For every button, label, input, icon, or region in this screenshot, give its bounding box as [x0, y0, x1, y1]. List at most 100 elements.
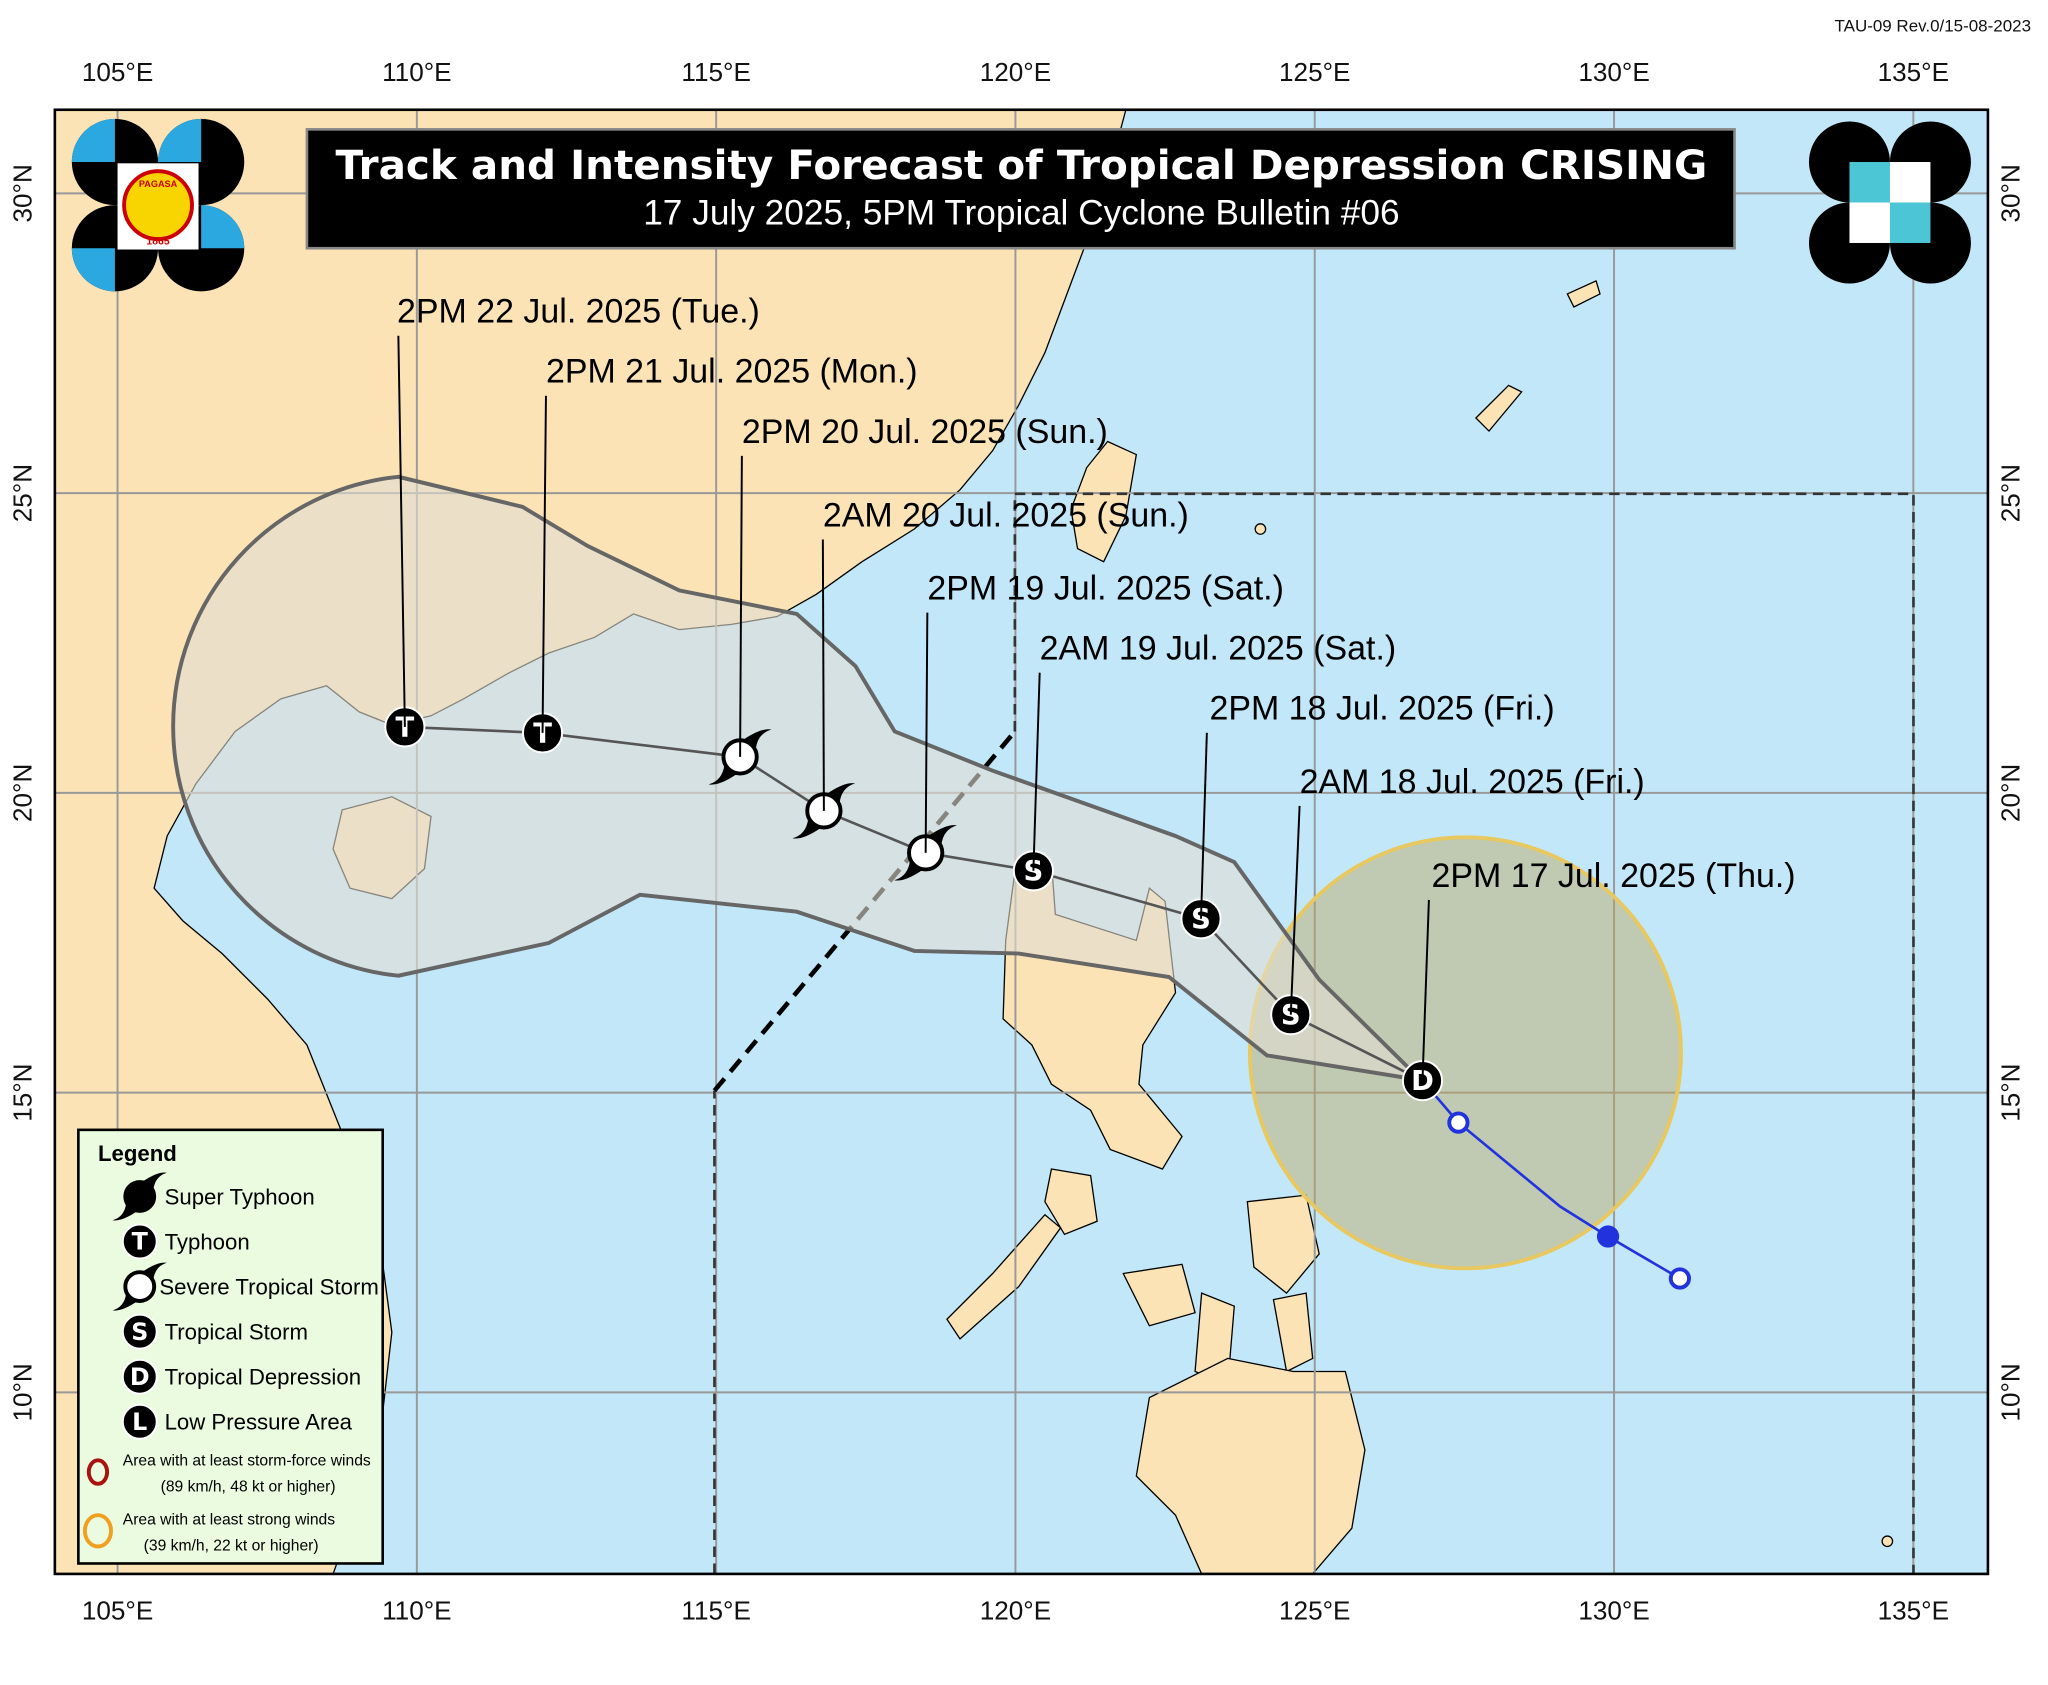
lon-label: 110°E — [382, 57, 451, 87]
lon-label: 115°E — [681, 1596, 750, 1626]
legend-area-item: Area with at least storm-force winds (89 … — [86, 1453, 371, 1496]
legend-item: S Tropical Storm — [121, 1313, 308, 1350]
forecast-time-label: 2AM 18 Jul. 2025 (Fri.) — [1300, 763, 1645, 801]
lat-label: 10°N — [1995, 1363, 2025, 1421]
lat-label: 20°N — [1995, 764, 2025, 822]
lat-label: 30°N — [1995, 164, 2025, 222]
lat-label: 30°N — [7, 164, 37, 222]
past-track — [1421, 1079, 1691, 1290]
area-ring-icon — [82, 1513, 113, 1549]
lat-label: 25°N — [7, 464, 37, 522]
taiwan-island — [1070, 440, 1138, 563]
samar-island — [1246, 1194, 1320, 1295]
symbol-letter: D — [130, 1363, 150, 1391]
lat-label: 25°N — [1995, 464, 2025, 522]
legend-label: Tropical Storm — [165, 1319, 308, 1344]
forecast-time-label: 2AM 19 Jul. 2025 (Sat.) — [1040, 630, 1397, 668]
forecast-time-label: 2PM 18 Jul. 2025 (Fri.) — [1209, 690, 1554, 728]
leader-line — [1421, 899, 1430, 1081]
symbol-letter: D — [1411, 1066, 1434, 1097]
ryukyu-islands — [1474, 279, 1601, 433]
forecast-time-label: 2PM 19 Jul. 2025 (Sat.) — [927, 570, 1284, 608]
symbol-disc — [121, 1223, 158, 1260]
legend-item: Super Typhoon — [112, 1172, 315, 1221]
symbol-letter: S — [1281, 1000, 1301, 1031]
symbol-letter: T — [396, 712, 415, 743]
leader-line — [924, 612, 929, 853]
symbol-letter: S — [1024, 856, 1044, 887]
past-position-marker — [1668, 1267, 1691, 1290]
leader-line — [739, 455, 743, 757]
palawan-island — [946, 1213, 1062, 1340]
leader-line — [1289, 805, 1301, 1015]
lon-label: 135°E — [1878, 57, 1949, 87]
legend-area-line1: Area with at least strong winds — [123, 1511, 336, 1528]
logo-year: 1865 — [146, 236, 169, 247]
area-ring-icon — [86, 1458, 110, 1486]
legend-area-line1: Area with at least storm-force winds — [123, 1453, 371, 1470]
lon-label: 125°E — [1279, 1596, 1350, 1626]
forecast-time-label: 2PM 21 Jul. 2025 (Mon.) — [546, 353, 918, 391]
leader-line — [821, 539, 825, 811]
forecast-time-label: 2PM 20 Jul. 2025 (Sun.) — [742, 413, 1108, 451]
leader-line — [397, 335, 406, 727]
past-track-line — [1421, 1079, 1681, 1280]
axis-labels: 105°E 105°E 110°E 110°E 115°E 115°E 120°E 120°E… — [7, 57, 2025, 1626]
legend-title: Legend — [98, 1141, 177, 1166]
past-position-marker — [1447, 1111, 1470, 1134]
legend-label: Severe Tropical Storm — [159, 1274, 378, 1299]
map-title: Track and Intensity Forecast of Tropical… — [336, 141, 1708, 189]
lon-label: 115°E — [681, 57, 750, 87]
forecast-labels: 2PM 17 Jul. 2025 (Thu.) 2AM 18 Jul. 2025 … — [397, 293, 1796, 1081]
symbol-letter: L — [132, 1408, 147, 1436]
lat-label: 10°N — [7, 1363, 37, 1421]
lon-label: 130°E — [1578, 1596, 1649, 1626]
symbol-disc — [121, 1358, 158, 1395]
dost-logo — [1808, 121, 1971, 284]
forecast-time-label: 2PM 22 Jul. 2025 (Tue.) — [397, 293, 760, 331]
symbol-letter: S — [131, 1318, 148, 1346]
lon-label: 120°E — [980, 57, 1051, 87]
symbol-letter: S — [1191, 904, 1211, 935]
lon-label: 135°E — [1878, 1596, 1949, 1626]
leyte-island — [1272, 1292, 1314, 1373]
legend-item: D Tropical Depression — [121, 1358, 361, 1395]
leader-line — [541, 395, 547, 733]
lon-label: 105°E — [82, 57, 153, 87]
lon-label: 110°E — [382, 1596, 451, 1626]
leader-line — [1200, 732, 1208, 919]
forecast-time-label: 2AM 20 Jul. 2025 (Sun.) — [823, 496, 1189, 534]
map-subtitle: 17 July 2025, 5PM Tropical Cyclone Bulle… — [643, 194, 1399, 233]
legend-label: Typhoon — [165, 1229, 250, 1254]
legend-item: Severe Tropical Storm — [112, 1262, 379, 1311]
swirl-arms — [708, 729, 772, 785]
swirl-arms — [792, 783, 856, 839]
map-frame — [53, 108, 1990, 1576]
lon-label: 105°E — [82, 1596, 153, 1626]
logo-text: PAGASA — [139, 179, 178, 189]
leader-line — [1032, 672, 1041, 871]
lon-label: 125°E — [1279, 57, 1350, 87]
lon-label: 120°E — [980, 1596, 1051, 1626]
legend: Legend Super Typhoon T Typhoon Severe Tropi… — [77, 1128, 384, 1565]
mindanao-island — [1135, 1357, 1366, 1574]
swirl-arms — [112, 1172, 167, 1221]
legend-item: L Low Pressure Area — [121, 1403, 353, 1440]
legend-area-line2: (39 km/h, 22 kt or higher) — [144, 1537, 319, 1554]
lat-label: 20°N — [7, 764, 37, 822]
symbol-disc — [121, 1313, 158, 1350]
storm-core — [123, 1270, 157, 1303]
legend-label: Super Typhoon — [165, 1184, 315, 1209]
swirl-arms — [894, 825, 958, 881]
form-code: TAU-09 Rev.0/15-08-2023 — [1835, 16, 2032, 35]
legend-area-line2: (89 km/h, 48 kt or higher) — [161, 1479, 336, 1496]
pagasa-logo: PAGASA 1865 — [71, 118, 245, 292]
legend-label: Tropical Depression — [165, 1365, 361, 1390]
forecast-cone — [171, 474, 1427, 1084]
mindoro-island — [1044, 1168, 1098, 1236]
storm-core — [123, 1180, 157, 1213]
panay-island — [1122, 1263, 1196, 1327]
legend-label: Low Pressure Area — [165, 1410, 353, 1435]
symbol-letter: T — [533, 718, 552, 749]
